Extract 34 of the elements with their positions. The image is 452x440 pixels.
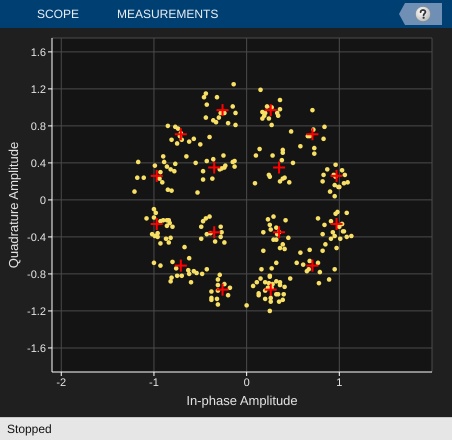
x-tick-label: 0 bbox=[244, 376, 250, 389]
point bbox=[150, 168, 164, 183]
point bbox=[305, 258, 320, 273]
y-tick-label: -0.8 bbox=[27, 268, 46, 281]
point bbox=[330, 216, 344, 231]
y-tick-label: 0.4 bbox=[30, 158, 46, 170]
point bbox=[174, 127, 188, 142]
point bbox=[207, 225, 222, 240]
y-axis-title: Quadrature Amplitude bbox=[6, 142, 21, 268]
point bbox=[150, 216, 164, 231]
x-tick-label: 1 bbox=[336, 376, 342, 389]
x-tick-label: -2 bbox=[56, 376, 66, 389]
point bbox=[264, 103, 278, 118]
text: Stopped bbox=[7, 422, 52, 436]
text: MEASUREMENTS bbox=[117, 7, 218, 21]
point bbox=[305, 127, 320, 142]
y-tick-label: 0 bbox=[40, 194, 46, 207]
point bbox=[216, 103, 230, 118]
point bbox=[272, 160, 286, 175]
y-tick-label: -1.2 bbox=[27, 306, 46, 318]
x-axis-title: In-phase Amplitude bbox=[186, 393, 298, 408]
point bbox=[216, 282, 230, 297]
point bbox=[264, 282, 278, 297]
point bbox=[174, 258, 188, 273]
y-tick-label: 0.8 bbox=[30, 120, 46, 133]
point bbox=[272, 225, 286, 240]
y-tick-label: -0.4 bbox=[27, 232, 46, 244]
text: SCOPE bbox=[37, 7, 80, 21]
y-tick-label: 1.2 bbox=[30, 84, 46, 96]
y-tick-label: -1.6 bbox=[27, 342, 46, 355]
point bbox=[330, 168, 344, 183]
y-tick-label: 1.6 bbox=[30, 46, 46, 59]
point bbox=[207, 160, 222, 175]
x-tick-label: -1 bbox=[149, 376, 159, 389]
